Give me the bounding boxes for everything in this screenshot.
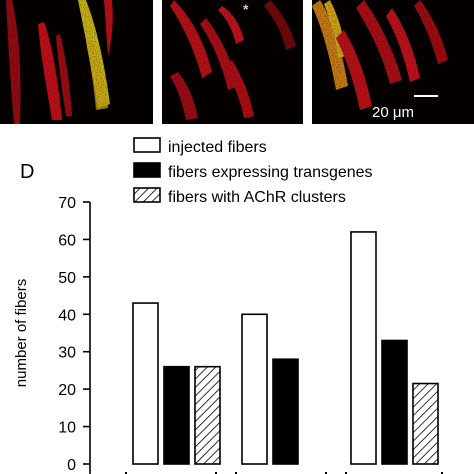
- legend-label: fibers with AChR clusters: [168, 189, 346, 206]
- legend-swatch: [133, 137, 161, 153]
- y-axis: 0 10 20 30 40 50 60 70: [58, 195, 91, 474]
- bar-chart: D injected fibers fibers expressing trans…: [13, 137, 443, 474]
- y-tick-label: 30: [58, 345, 76, 362]
- bar: [412, 382, 439, 465]
- y-tick-label: 70: [58, 195, 76, 212]
- legend-label: injected fibers: [168, 139, 267, 156]
- y-axis-label: number of fibers: [13, 279, 30, 387]
- legend-label: fibers expressing transgenes: [168, 164, 373, 181]
- bar: [132, 302, 159, 465]
- bar: [194, 365, 221, 465]
- bar: [350, 231, 377, 465]
- bars: [132, 231, 439, 465]
- bar: [381, 339, 408, 465]
- y-tick-label: 10: [58, 420, 76, 437]
- micrograph-right: 20 μm: [312, 0, 474, 124]
- panel-label: D: [20, 161, 34, 183]
- y-tick-label: 20: [58, 382, 76, 399]
- scale-bar-label: 20 μm: [372, 104, 414, 121]
- legend-swatch: [133, 162, 161, 178]
- bar: [272, 358, 299, 465]
- y-tick-label: 50: [58, 270, 76, 287]
- micrograph-middle: *: [162, 0, 303, 124]
- micrograph-strip: * 20 μm: [0, 0, 474, 124]
- y-tick-label: 0: [67, 457, 76, 474]
- micrograph-left: [0, 0, 153, 124]
- bar: [241, 313, 268, 465]
- bar: [163, 365, 190, 465]
- y-tick-label: 60: [58, 232, 76, 249]
- legend-swatch: [133, 187, 161, 203]
- legend: injected fibers fibers expressing transge…: [133, 137, 373, 206]
- y-tick-label: 40: [58, 307, 76, 324]
